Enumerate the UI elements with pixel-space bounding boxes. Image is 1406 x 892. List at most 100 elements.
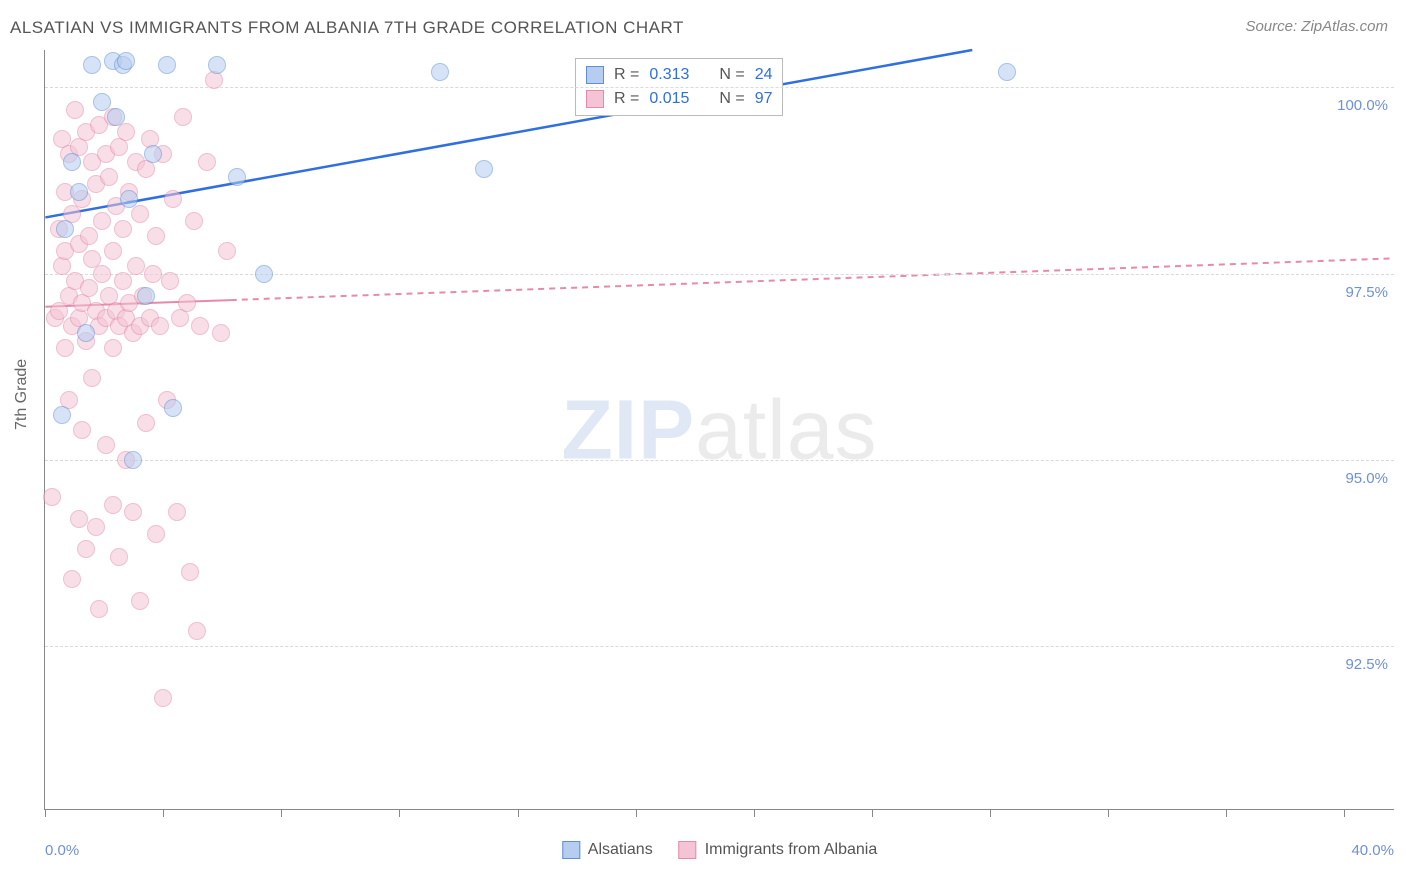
legend-label: Immigrants from Albania — [705, 841, 878, 859]
data-point — [137, 414, 155, 432]
data-point — [147, 525, 165, 543]
data-point — [87, 518, 105, 536]
data-point — [63, 570, 81, 588]
data-point — [90, 600, 108, 618]
data-point — [158, 56, 176, 74]
data-point — [117, 52, 135, 70]
data-point — [431, 63, 449, 81]
r-value: 0.015 — [649, 87, 701, 111]
x-tick — [636, 809, 637, 817]
data-point — [131, 592, 149, 610]
data-point — [164, 190, 182, 208]
data-point — [50, 302, 68, 320]
x-tick — [872, 809, 873, 817]
data-point — [120, 190, 138, 208]
watermark-bold: ZIP — [561, 382, 695, 476]
x-tick — [399, 809, 400, 817]
x-tick — [754, 809, 755, 817]
data-point — [188, 622, 206, 640]
data-point — [114, 272, 132, 290]
data-point — [117, 123, 135, 141]
x-tick — [1344, 809, 1345, 817]
r-label: R = — [614, 87, 639, 111]
data-point — [475, 160, 493, 178]
data-point — [127, 257, 145, 275]
data-point — [93, 93, 111, 111]
legend-item: Alsatians — [562, 841, 653, 859]
n-value: 24 — [755, 63, 773, 87]
x-tick — [45, 809, 46, 817]
data-point — [53, 406, 71, 424]
chart-container: ALSATIAN VS IMMIGRANTS FROM ALBANIA 7TH … — [0, 0, 1406, 892]
data-point — [104, 339, 122, 357]
data-point — [154, 689, 172, 707]
data-point — [228, 168, 246, 186]
n-value: 97 — [755, 87, 773, 111]
data-point — [174, 108, 192, 126]
data-point — [181, 563, 199, 581]
x-max-label: 40.0% — [1351, 842, 1394, 859]
data-point — [73, 421, 91, 439]
data-point — [185, 212, 203, 230]
data-point — [218, 242, 236, 260]
data-point — [97, 436, 115, 454]
data-point — [93, 212, 111, 230]
y-axis-label: 7th Grade — [13, 359, 31, 430]
data-point — [104, 242, 122, 260]
gridline — [45, 87, 1394, 88]
x-tick — [281, 809, 282, 817]
source-label: Source: ZipAtlas.com — [1245, 18, 1388, 35]
legend-swatch — [562, 841, 580, 859]
legend-swatch — [679, 841, 697, 859]
data-point — [80, 279, 98, 297]
data-point — [63, 153, 81, 171]
data-point — [70, 183, 88, 201]
legend-label: Alsatians — [588, 841, 653, 859]
x-tick — [1108, 809, 1109, 817]
data-point — [168, 503, 186, 521]
data-point — [131, 205, 149, 223]
watermark-light: atlas — [695, 382, 877, 476]
data-point — [151, 317, 169, 335]
data-point — [66, 101, 84, 119]
y-tick-label: 97.5% — [1345, 284, 1388, 301]
data-point — [80, 227, 98, 245]
data-point — [208, 56, 226, 74]
r-label: R = — [614, 63, 639, 87]
gridline — [45, 460, 1394, 461]
data-point — [70, 510, 88, 528]
data-point — [137, 287, 155, 305]
data-point — [198, 153, 216, 171]
data-point — [124, 451, 142, 469]
legend-swatch — [586, 90, 604, 108]
trend-line — [231, 258, 1394, 300]
data-point — [147, 227, 165, 245]
chart-title: ALSATIAN VS IMMIGRANTS FROM ALBANIA 7TH … — [10, 18, 684, 38]
x-tick — [163, 809, 164, 817]
data-point — [93, 265, 111, 283]
data-point — [56, 220, 74, 238]
data-point — [998, 63, 1016, 81]
data-point — [43, 488, 61, 506]
bottom-legend: Alsatians Immigrants from Albania — [562, 841, 877, 859]
y-tick-label: 100.0% — [1337, 97, 1388, 114]
data-point — [77, 540, 95, 558]
r-value: 0.313 — [649, 63, 701, 87]
legend-row: R = 0.015 N = 97 — [586, 87, 772, 111]
data-point — [124, 503, 142, 521]
data-point — [104, 496, 122, 514]
n-label: N = — [719, 87, 744, 111]
data-point — [77, 324, 95, 342]
legend-row: R =0.313N =24 — [586, 63, 772, 87]
y-tick-label: 92.5% — [1345, 656, 1388, 673]
data-point — [164, 399, 182, 417]
data-point — [161, 272, 179, 290]
data-point — [107, 108, 125, 126]
watermark: ZIPatlas — [561, 381, 877, 478]
x-tick — [990, 809, 991, 817]
data-point — [255, 265, 273, 283]
data-point — [100, 168, 118, 186]
x-min-label: 0.0% — [45, 842, 79, 859]
data-point — [110, 548, 128, 566]
trend-lines — [45, 50, 1394, 809]
